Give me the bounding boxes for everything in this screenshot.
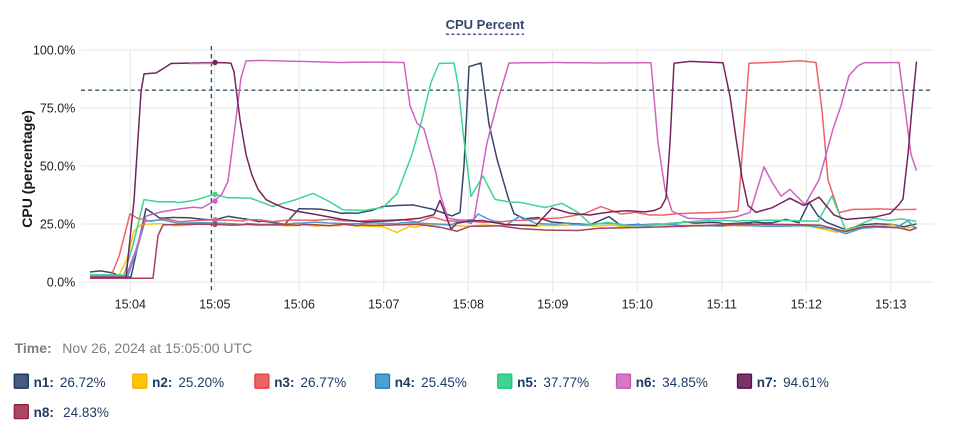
svg-text:25.0%: 25.0% [40, 217, 75, 231]
svg-text:n6:: n6: [636, 375, 656, 390]
svg-text:25.45%: 25.45% [421, 375, 467, 390]
svg-text:100.0%: 100.0% [33, 43, 75, 57]
svg-text:Time:: Time: [15, 340, 52, 356]
svg-text:15:12: 15:12 [791, 298, 822, 312]
svg-text:n3:: n3: [274, 375, 294, 390]
svg-text:24.83%: 24.83% [63, 405, 109, 420]
svg-text:15:04: 15:04 [115, 298, 146, 312]
svg-text:15:08: 15:08 [453, 298, 484, 312]
svg-text:n2:: n2: [152, 375, 172, 390]
svg-text:0.0%: 0.0% [47, 275, 76, 289]
svg-text:26.72%: 26.72% [60, 375, 106, 390]
svg-text:CPU Percent: CPU Percent [446, 17, 525, 32]
svg-text:50.0%: 50.0% [40, 159, 75, 173]
svg-text:94.61%: 94.61% [783, 375, 829, 390]
svg-text:n8:: n8: [34, 405, 54, 420]
svg-text:15:10: 15:10 [622, 298, 653, 312]
svg-text:15:06: 15:06 [284, 298, 315, 312]
svg-text:15:13: 15:13 [875, 298, 906, 312]
svg-text:15:05: 15:05 [199, 298, 230, 312]
svg-text:25.20%: 25.20% [178, 375, 224, 390]
svg-text:15:07: 15:07 [368, 298, 399, 312]
svg-text:15:09: 15:09 [537, 298, 568, 312]
svg-text:n1:: n1: [34, 375, 54, 390]
svg-text:n5:: n5: [517, 375, 537, 390]
svg-text:34.85%: 34.85% [662, 375, 708, 390]
svg-text:26.77%: 26.77% [301, 375, 347, 390]
svg-text:CPU (percentage): CPU (percentage) [19, 110, 35, 227]
svg-text:n4:: n4: [395, 375, 415, 390]
svg-text:37.77%: 37.77% [543, 375, 589, 390]
svg-text:n7:: n7: [757, 375, 777, 390]
svg-text:75.0%: 75.0% [40, 101, 75, 115]
svg-text:Nov 26, 2024 at 15:05:00 UTC: Nov 26, 2024 at 15:05:00 UTC [62, 340, 252, 356]
svg-text:15:11: 15:11 [707, 298, 737, 312]
